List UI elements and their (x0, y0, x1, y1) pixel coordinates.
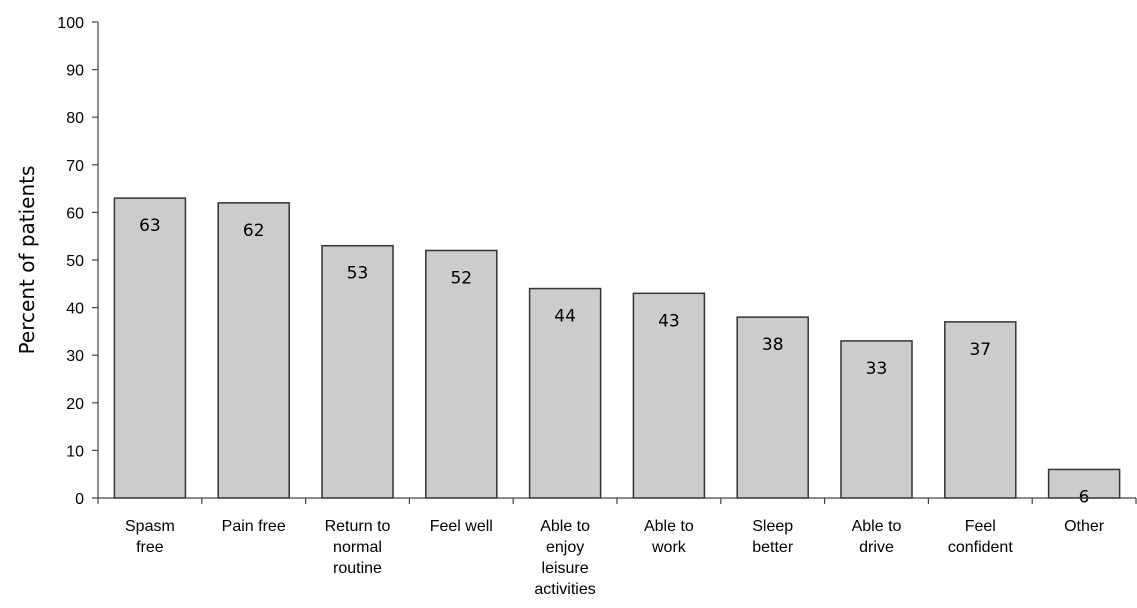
x-axis: Spasm free Pain free Return to normal routine… (97, 497, 1137, 598)
category-label: Able to enjoy leisure activities (534, 518, 595, 598)
data-label: 52 (450, 268, 472, 288)
y-tick-label: 70 (66, 158, 84, 175)
category-label: Feel well (430, 518, 493, 535)
bar (944, 321, 1017, 499)
y-tick-label: 30 (66, 348, 84, 365)
data-label: 37 (969, 340, 991, 360)
category-label: Return to normal routine (325, 518, 391, 577)
data-label: 63 (139, 216, 161, 236)
data-label: 43 (658, 311, 680, 331)
category-label-line: normal (333, 539, 382, 556)
bar (217, 202, 290, 499)
category-label-line: drive (859, 539, 894, 556)
data-label: 62 (243, 221, 265, 241)
category-label-line: Able to (540, 518, 590, 535)
category-label: Able to work (644, 518, 694, 556)
category-label-line: Other (1064, 518, 1105, 535)
bar (425, 249, 498, 499)
y-tick-label: 0 (75, 491, 84, 508)
category-label-line: Sleep (752, 518, 793, 535)
y-tick-label: 10 (66, 443, 84, 460)
category-label-line: Feel (965, 518, 996, 535)
category-label-line: better (752, 539, 794, 556)
category-label-line: Return to (325, 518, 391, 535)
data-label: 33 (866, 359, 888, 379)
y-tick-label: 60 (66, 205, 84, 222)
category-label: Spasm free (125, 518, 175, 556)
category-label: Able to drive (852, 518, 902, 556)
category-label-line: Able to (644, 518, 694, 535)
category-label-line: enjoy (546, 539, 584, 556)
data-label: 53 (347, 264, 369, 284)
category-label: Sleep better (752, 518, 794, 556)
y-tick-label: 80 (66, 110, 84, 127)
bar (321, 244, 394, 499)
y-axis: 0 10 20 30 40 50 60 70 80 90 100 (57, 15, 99, 508)
y-tick-label: 50 (66, 253, 84, 270)
category-label-line: confident (948, 539, 1013, 556)
data-label: 38 (762, 335, 784, 355)
category-label-line: Pain free (222, 518, 286, 535)
bar (113, 197, 187, 499)
category-label-line: Able to (852, 518, 902, 535)
y-axis-title: Percent of patients (15, 166, 39, 355)
y-tick-label: 90 (66, 63, 84, 80)
category-label-line: work (651, 539, 687, 556)
category-label-line: routine (333, 560, 382, 577)
category-label-line: leisure (542, 560, 589, 577)
bar (632, 292, 706, 499)
category-label: Other (1064, 518, 1105, 535)
data-label: 44 (554, 307, 576, 327)
category-label-line: activities (534, 581, 595, 598)
category-label: Pain free (222, 518, 286, 535)
category-label-line: Spasm (125, 518, 175, 535)
y-tick-label: 20 (66, 396, 84, 413)
category-label-line: free (136, 539, 164, 556)
category-label: Feel confident (948, 518, 1013, 556)
y-tick-label: 40 (66, 301, 84, 318)
category-label-line: Feel well (430, 518, 493, 535)
bar (528, 287, 602, 499)
y-tick-label: 100 (57, 15, 84, 32)
